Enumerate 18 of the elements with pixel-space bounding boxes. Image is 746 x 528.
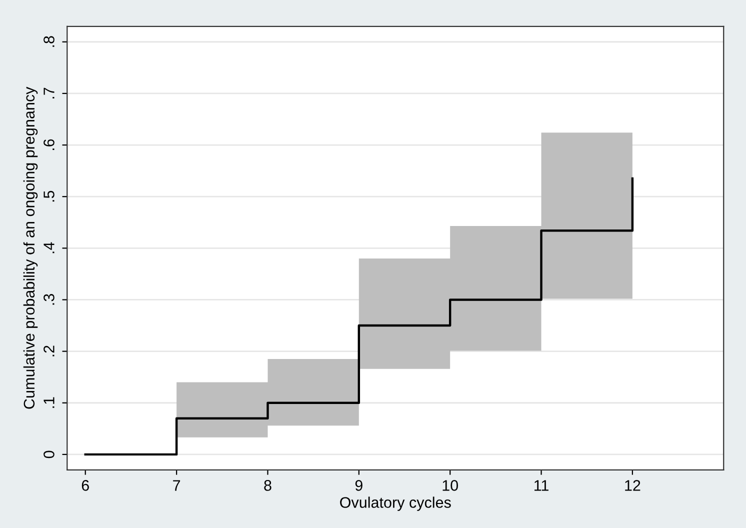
y-axis-title: Cumulative probability of an ongoing pregnancy <box>23 86 38 409</box>
x-tick-label: 6 <box>82 480 89 491</box>
x-axis-title: Ovulatory cycles <box>340 496 451 511</box>
y-tick-label: 0 <box>44 450 54 458</box>
x-tick-label: 7 <box>173 480 180 491</box>
x-tick-label: 10 <box>442 480 458 491</box>
y-tick-label: .4 <box>44 242 54 254</box>
y-tick-label: .2 <box>44 346 54 356</box>
x-tick-label: 12 <box>625 480 640 491</box>
y-tick-label: .7 <box>44 88 54 98</box>
x-tick-label: 11 <box>534 480 548 491</box>
x-tick-label: 8 <box>264 480 272 491</box>
x-tick-label: 9 <box>355 480 362 491</box>
y-tick-label: .3 <box>44 294 54 305</box>
y-tick-label: .6 <box>44 139 54 150</box>
y-tick-label: .5 <box>44 190 54 202</box>
y-tick-label: .8 <box>44 36 54 47</box>
y-tick-label: .1 <box>44 397 54 408</box>
